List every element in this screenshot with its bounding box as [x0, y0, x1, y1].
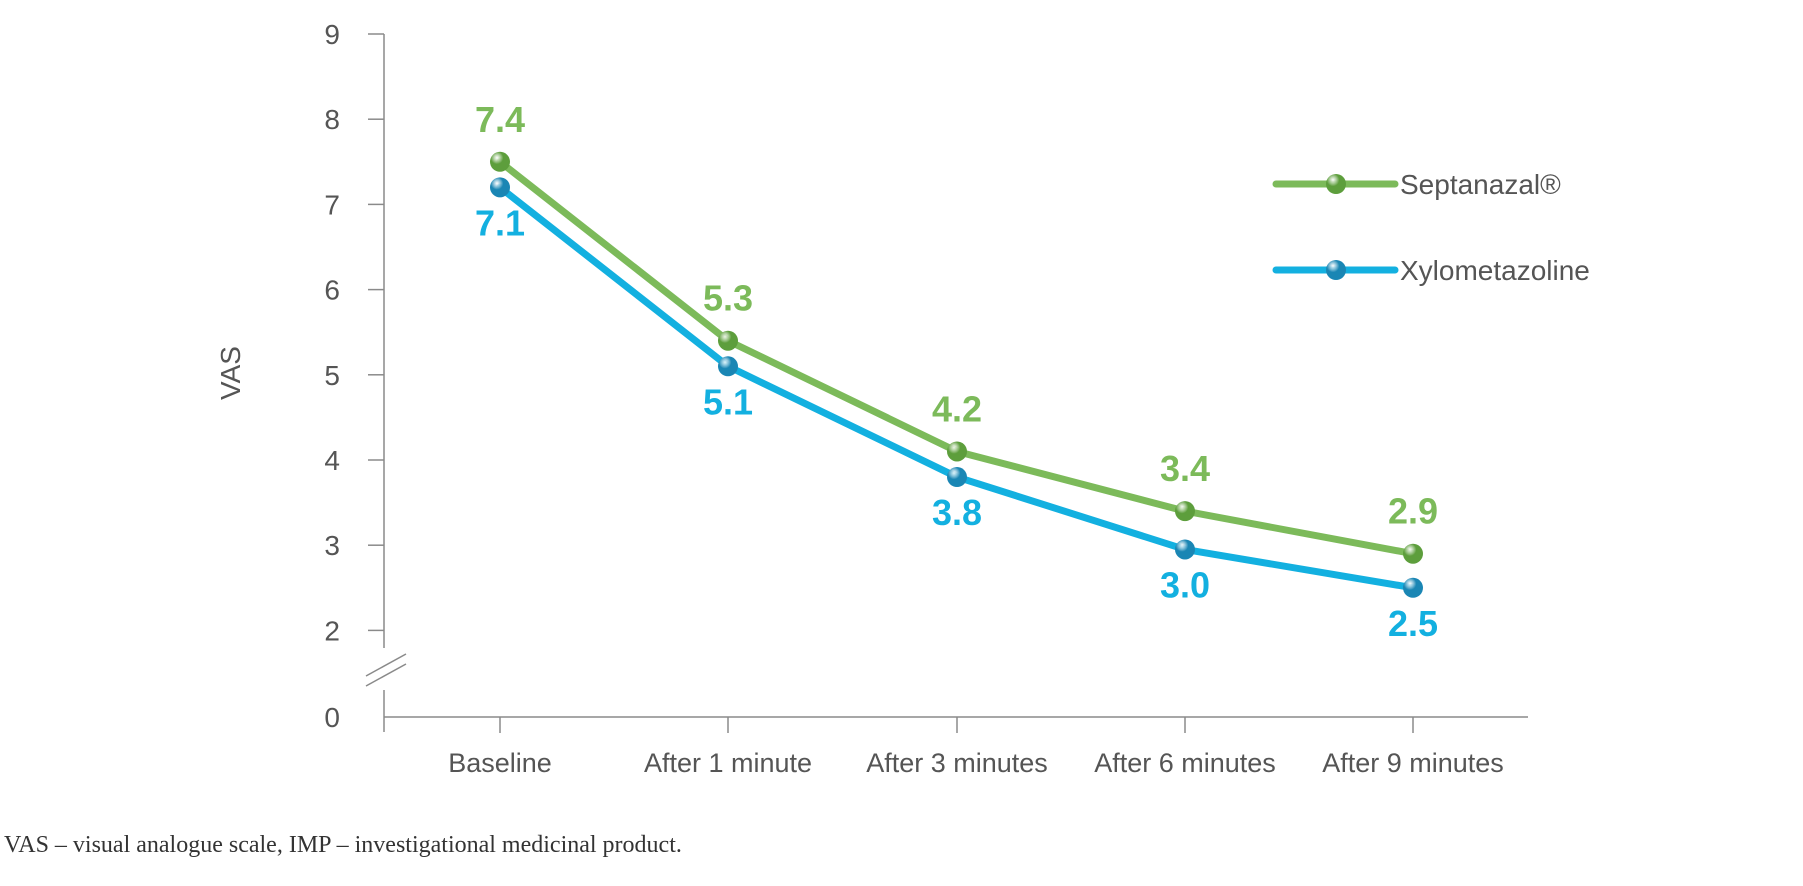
data-point [1175, 501, 1195, 522]
series-layer: 7.4 5.3 4.2 3.4 2.9 7.1 5.1 3.8 3.0 2.5 [475, 99, 1438, 644]
x-tick-label: After 3 minutes [866, 748, 1048, 778]
legend-item: Xylometazoline [1272, 255, 1590, 286]
y-axis: 0 2 3 4 5 6 7 8 9 [324, 19, 407, 733]
footnote: VAS – visual analogue scale, IMP – inves… [4, 832, 682, 858]
y-tick-label: 7 [324, 189, 340, 220]
legend: Septanazal® Xylometazoline [1272, 169, 1590, 286]
legend-label: Septanazal® [1400, 169, 1561, 200]
x-tick-label: Baseline [448, 748, 552, 778]
x-tick-label: After 1 minute [644, 748, 812, 778]
data-label: 2.9 [1388, 491, 1438, 532]
data-point [1175, 539, 1195, 560]
x-tick-label: After 6 minutes [1094, 748, 1276, 778]
axis-break-mark [365, 653, 407, 677]
y-axis-title: VAS [215, 346, 246, 400]
data-label: 3.4 [1160, 448, 1210, 489]
data-point [947, 467, 967, 488]
data-point [718, 356, 738, 377]
y-tick-label: 3 [324, 530, 340, 561]
axis-break-mark [365, 663, 407, 687]
data-point [1403, 577, 1423, 598]
data-point [1403, 543, 1423, 564]
series-1: 7.1 5.1 3.8 3.0 2.5 [475, 177, 1438, 644]
legend-swatch-marker [1326, 260, 1346, 280]
data-point [718, 330, 738, 351]
y-tick-label: 5 [324, 360, 340, 391]
y-tick-label: 8 [324, 104, 340, 135]
data-label: 5.1 [703, 381, 753, 422]
y-tick-label: 2 [324, 615, 340, 646]
y-tick-label: 6 [324, 275, 340, 306]
y-tick-label: 4 [324, 445, 340, 476]
legend-label: Xylometazoline [1400, 255, 1590, 286]
legend-item: Septanazal® [1272, 169, 1561, 200]
data-label: 3.0 [1160, 564, 1210, 605]
legend-swatch-marker [1326, 174, 1346, 194]
data-label: 2.5 [1388, 603, 1438, 644]
data-point [947, 441, 967, 462]
x-axis: Baseline After 1 minute After 3 minutes Aft… [384, 716, 1528, 778]
data-label: 5.3 [703, 278, 753, 319]
data-label: 4.2 [932, 388, 982, 429]
x-tick-label: After 9 minutes [1322, 748, 1504, 778]
data-point [490, 177, 510, 198]
vas-line-chart: 0 2 3 4 5 6 7 8 9 Baseline After 1 minute After 3 … [215, 19, 1590, 778]
data-point [490, 151, 510, 172]
data-label: 3.8 [932, 492, 982, 533]
series-0: 7.4 5.3 4.2 3.4 2.9 [475, 99, 1438, 564]
y-tick-label: 0 [324, 702, 340, 733]
y-tick-label: 9 [324, 19, 340, 50]
data-label: 7.1 [475, 202, 525, 243]
data-label: 7.4 [475, 99, 525, 140]
